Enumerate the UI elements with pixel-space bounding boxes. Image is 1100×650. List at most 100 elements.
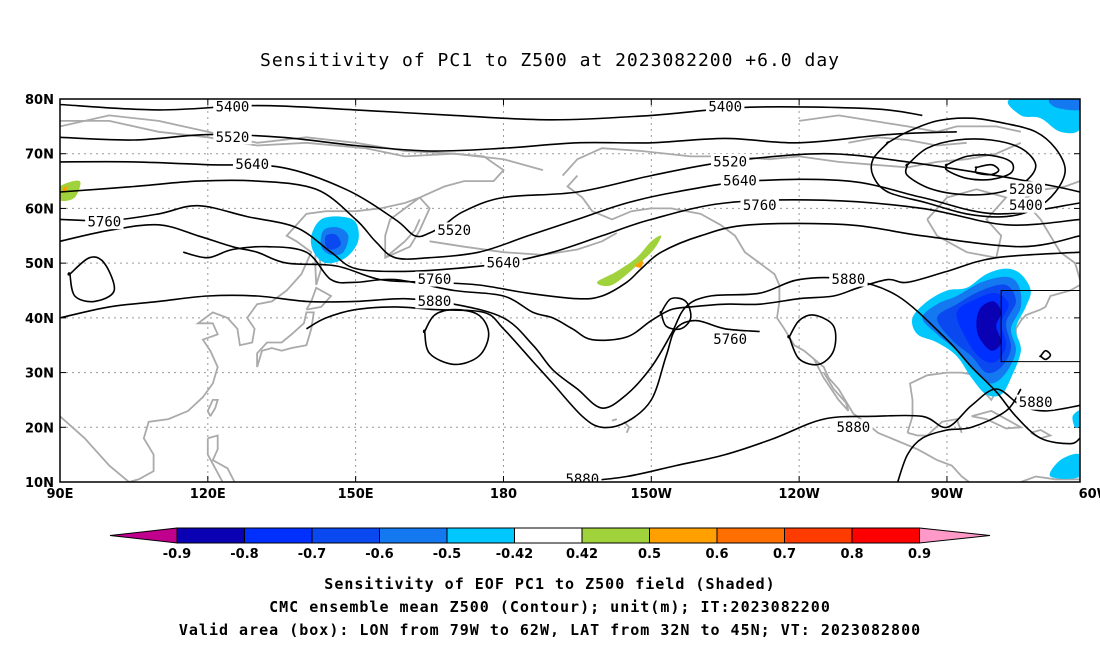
contour-line <box>896 388 1022 482</box>
plot-content: 5400 5400 5520 5640 5760 5520 5520 5640 5760 5640… <box>60 99 1080 488</box>
contour-label-bg <box>213 99 252 115</box>
contour-label: 5400 <box>216 100 250 116</box>
colorbar-tick-label: -0.8 <box>230 547 258 562</box>
contour-label: 5520 <box>437 223 471 239</box>
contour-label-bg <box>85 214 124 230</box>
coastline-segment <box>60 114 544 171</box>
coastline-segment <box>256 311 315 368</box>
contour-label-bg <box>1006 181 1045 197</box>
lat-tick-label: 30N <box>25 367 54 382</box>
contour-line <box>422 308 490 366</box>
colorbar-segment <box>851 527 920 544</box>
contour-label-bg <box>710 153 750 169</box>
colorbar-tick-label: 0.5 <box>638 547 661 562</box>
coastline-segment <box>623 421 631 434</box>
contour-line <box>306 306 760 429</box>
sensitivity-region <box>597 235 662 287</box>
colorbar-tick-label: -0.9 <box>163 547 191 562</box>
contour-label-bg <box>563 471 602 482</box>
contour-line <box>183 245 1080 342</box>
contour-label-bg <box>415 293 454 309</box>
contour-label: 5400 <box>708 100 742 116</box>
contour-label: 5760 <box>418 272 452 288</box>
colorbar-segment <box>514 527 583 544</box>
contour-label-bg <box>829 271 868 287</box>
latitude-labels: 80N 70N 60N 50N 40N 30N 20N 10N <box>25 93 54 491</box>
colorbar-segment <box>379 527 448 544</box>
sensitivity-shading <box>60 99 1080 479</box>
contour-label-bg <box>706 99 745 115</box>
valid-area-box <box>1000 290 1080 363</box>
colorbar-segment <box>716 527 785 544</box>
lon-tick-label: 150W <box>631 487 672 502</box>
coastline-segment <box>907 418 963 437</box>
lat-tick-label: 10N <box>25 476 54 491</box>
contour-line <box>944 154 1015 181</box>
caption-valid-area: Valid area (box): LON from 79W to 62W, L… <box>178 621 922 639</box>
coastline-segment <box>798 114 1022 133</box>
contour-label-bg <box>484 255 523 271</box>
colorbar-high-triangle <box>919 527 991 544</box>
coastline-segment <box>848 136 967 147</box>
colorbar-tick-label: -0.7 <box>298 547 326 562</box>
contour-label: 5760 <box>87 215 121 231</box>
contour-label: 5760 <box>713 332 747 348</box>
sensitivity-region <box>325 233 341 250</box>
figure-title: Sensitivity of PC1 to Z500 at 2023082200… <box>259 50 840 71</box>
colorbar-labels: -0.9 -0.8 -0.7 -0.6 -0.5 -0.42 0.42 0.5 0.6 0.7 0.… <box>163 547 931 562</box>
coastline-segment <box>1024 180 1080 280</box>
colorbar-segment <box>649 527 718 544</box>
contour-line <box>60 131 957 152</box>
contour-label-bg <box>710 331 750 347</box>
contour-label: 5520 <box>216 130 250 146</box>
contour-labels: 5400 5400 5520 5640 5760 5520 5520 5640 5760 5640… <box>85 99 1055 488</box>
lon-tick-label: 180 <box>490 487 517 502</box>
sensitivity-region <box>1072 410 1080 428</box>
coastline-segment <box>384 219 421 259</box>
lat-tick-label: 60N <box>25 202 54 217</box>
caption-contour: CMC ensemble mean Z500 (Contour); unit(m… <box>269 598 831 616</box>
contour-label-bg <box>1016 394 1055 410</box>
contour-line <box>60 222 1080 300</box>
lat-tick-label: 50N <box>25 257 54 272</box>
contour-label-bg <box>213 129 252 145</box>
contour-label: 5400 <box>1009 198 1043 214</box>
contour-label: 5880 <box>1019 395 1053 411</box>
sensitivity-region <box>1049 453 1080 479</box>
colorbar-tick-label: -0.6 <box>365 547 393 562</box>
contour-line <box>60 152 1080 238</box>
lon-tick-label: 90W <box>931 487 963 502</box>
contour-line <box>870 117 1067 218</box>
contour-line <box>60 103 923 121</box>
colorbar-segment <box>244 527 313 544</box>
caption-shaded: Sensitivity of EOF PC1 to Z500 field (Sh… <box>324 575 776 593</box>
lon-tick-label: 150E <box>338 487 374 502</box>
longitude-labels: 90E 120E 150E 180 150W 120W 90W 60W <box>47 487 1100 502</box>
lat-tick-label: 70N <box>25 148 54 163</box>
coastline-segment <box>206 434 236 482</box>
coastline-segment <box>1019 475 1080 482</box>
lat-tick-label: 40N <box>25 312 54 327</box>
colorbar-tick-label: 0.42 <box>566 547 598 562</box>
sensitivity-region <box>635 260 643 268</box>
contour-label: 5640 <box>723 174 757 190</box>
colorbar-segment <box>311 527 380 544</box>
contour-label: 5640 <box>235 157 269 173</box>
contour-label-bg <box>435 222 474 238</box>
contour-line <box>67 256 116 303</box>
lat-tick-label: 80N <box>25 93 54 108</box>
contour-line <box>60 199 1080 273</box>
coastline-segment <box>926 188 1008 259</box>
contour-line <box>1039 349 1052 361</box>
contour-label: 5520 <box>713 154 747 170</box>
colorbar-tick-label: 0.6 <box>705 547 728 562</box>
contour-label-bg <box>415 271 454 287</box>
colorbar-tick-label: -0.42 <box>496 547 533 562</box>
contour-label-bg <box>740 197 779 213</box>
contour-label: 5880 <box>832 272 866 288</box>
map-frame-background <box>60 99 1080 482</box>
contour-label: 5880 <box>565 472 599 488</box>
contour-line <box>659 297 692 331</box>
colorbar-segment <box>446 527 515 544</box>
z500-contours <box>60 103 1080 482</box>
